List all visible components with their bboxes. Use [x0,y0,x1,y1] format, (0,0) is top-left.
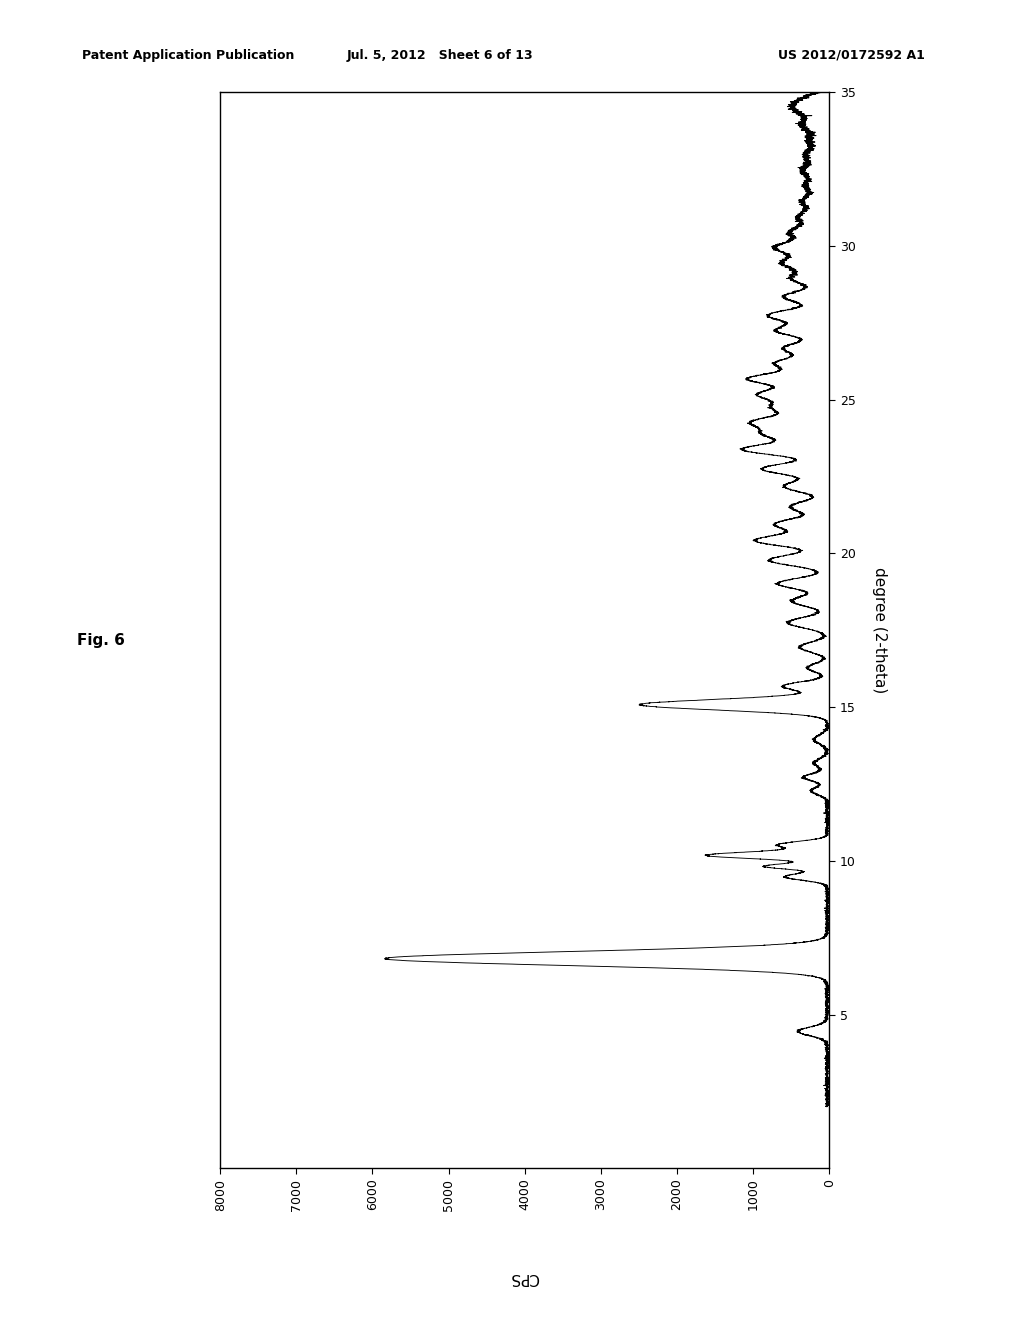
Text: CPS: CPS [510,1270,540,1286]
Text: Fig. 6: Fig. 6 [77,632,125,648]
Y-axis label: degree (2-theta): degree (2-theta) [872,568,888,693]
Text: Jul. 5, 2012   Sheet 6 of 13: Jul. 5, 2012 Sheet 6 of 13 [347,49,534,62]
Text: US 2012/0172592 A1: US 2012/0172592 A1 [778,49,925,62]
Text: Patent Application Publication: Patent Application Publication [82,49,294,62]
